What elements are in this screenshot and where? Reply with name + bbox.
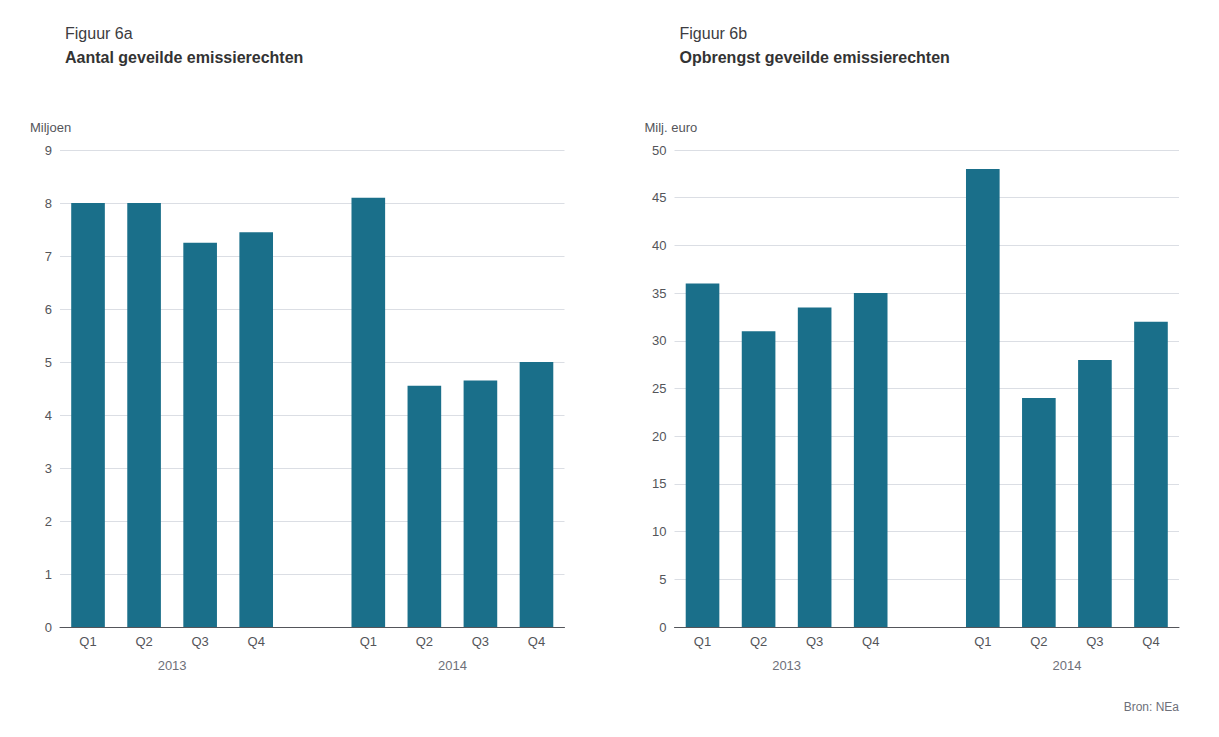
svg-text:0: 0 xyxy=(659,620,666,635)
svg-text:45: 45 xyxy=(652,190,666,205)
svg-text:Bron: NEa: Bron: NEa xyxy=(1124,700,1180,714)
svg-text:Q1: Q1 xyxy=(360,634,377,649)
svg-text:Q3: Q3 xyxy=(806,634,823,649)
svg-text:Miljoen: Miljoen xyxy=(30,120,71,135)
svg-text:3: 3 xyxy=(45,461,52,476)
svg-text:Q3: Q3 xyxy=(1086,634,1103,649)
svg-text:Q1: Q1 xyxy=(694,634,711,649)
svg-text:Figuur 6a: Figuur 6a xyxy=(65,25,133,42)
svg-text:Q4: Q4 xyxy=(1142,634,1159,649)
svg-text:Opbrengst geveilde emissierech: Opbrengst geveilde emissierechten xyxy=(680,49,950,66)
svg-text:20: 20 xyxy=(652,429,666,444)
svg-text:40: 40 xyxy=(652,238,666,253)
svg-text:2: 2 xyxy=(45,514,52,529)
svg-text:6: 6 xyxy=(45,302,52,317)
svg-text:Q4: Q4 xyxy=(248,634,265,649)
svg-text:Aantal geveilde emissierechten: Aantal geveilde emissierechten xyxy=(65,49,303,66)
svg-text:30: 30 xyxy=(652,333,666,348)
svg-text:0: 0 xyxy=(45,620,52,635)
svg-text:4: 4 xyxy=(45,408,52,423)
svg-text:8: 8 xyxy=(45,196,52,211)
svg-text:Q4: Q4 xyxy=(528,634,545,649)
svg-text:Q4: Q4 xyxy=(862,634,879,649)
svg-text:5: 5 xyxy=(659,572,666,587)
svg-text:50: 50 xyxy=(652,143,666,158)
svg-text:Q1: Q1 xyxy=(974,634,991,649)
svg-text:15: 15 xyxy=(652,476,666,491)
svg-text:25: 25 xyxy=(652,381,666,396)
svg-text:35: 35 xyxy=(652,286,666,301)
svg-text:Figuur 6b: Figuur 6b xyxy=(680,25,748,42)
svg-text:2013: 2013 xyxy=(158,658,187,673)
svg-text:10: 10 xyxy=(652,524,666,539)
svg-text:Milj. euro: Milj. euro xyxy=(645,120,698,135)
svg-text:2014: 2014 xyxy=(438,658,467,673)
svg-text:Q3: Q3 xyxy=(191,634,208,649)
svg-text:Q2: Q2 xyxy=(135,634,152,649)
svg-text:Q2: Q2 xyxy=(1030,634,1047,649)
svg-text:Q2: Q2 xyxy=(416,634,433,649)
svg-text:2014: 2014 xyxy=(1052,658,1081,673)
svg-text:1: 1 xyxy=(45,567,52,582)
svg-text:9: 9 xyxy=(45,143,52,158)
svg-text:Q1: Q1 xyxy=(79,634,96,649)
svg-text:5: 5 xyxy=(45,355,52,370)
svg-text:Q3: Q3 xyxy=(472,634,489,649)
svg-text:2013: 2013 xyxy=(772,658,801,673)
svg-text:Q2: Q2 xyxy=(750,634,767,649)
svg-text:7: 7 xyxy=(45,249,52,264)
